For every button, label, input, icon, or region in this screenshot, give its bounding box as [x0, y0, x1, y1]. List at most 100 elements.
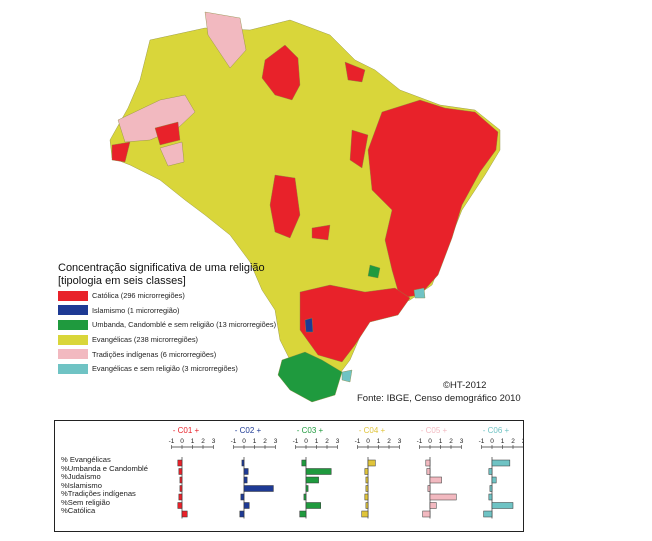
legend-swatch: [58, 363, 88, 374]
profile-bar: [488, 468, 493, 475]
profile-bar: [299, 510, 307, 518]
profile-bar: [429, 476, 442, 484]
map-credit: ©HT-2012: [443, 380, 487, 391]
tick-label: 0: [490, 438, 494, 445]
map-region-umbanda-east: [367, 264, 381, 279]
tick-label: -1: [169, 438, 175, 445]
profile-bar: [361, 510, 369, 518]
profile-bar: [305, 485, 309, 492]
profile-bar: [483, 510, 493, 518]
class-title: - C04 +: [359, 426, 386, 435]
map-region-tradicoes-west: [117, 94, 196, 143]
profile-bar: [429, 502, 437, 509]
legend-label: Tradições indígenas (6 microrregiões): [92, 349, 217, 359]
map-region-tradicoes-north: [204, 11, 247, 69]
map-legend: Concentração significativa de uma religi…: [58, 262, 358, 376]
profile-bar: [364, 468, 369, 475]
profile-bar: [240, 493, 245, 501]
profile-bar: [179, 485, 183, 492]
row-label: %Sem religião: [61, 497, 110, 507]
tick-label: 1: [377, 438, 381, 445]
legend-item-umbanda: Umbanda, Candomblé e sem religião (13 mi…: [58, 318, 358, 332]
map-region-islamismo: [304, 317, 314, 333]
profile-bar: [239, 510, 245, 518]
profile-bar: [301, 459, 307, 467]
tick-label: -1: [355, 438, 361, 445]
profile-bar: [178, 493, 183, 501]
tick-label: 3: [522, 438, 523, 445]
map-region-catolica-west: [154, 121, 181, 146]
profile-bar: [243, 476, 248, 484]
profile-bar: [491, 459, 511, 467]
profile-bar: [491, 476, 497, 484]
tick-label: -1: [479, 438, 485, 445]
map-region-catolica-northeast: [367, 99, 499, 299]
legend-label: Evangélicas e sem religião (3 microrregi…: [92, 364, 238, 374]
profile-bar: [367, 459, 376, 467]
tick-label: 3: [460, 438, 464, 445]
legend-item-tradicoes: Tradições indígenas (6 microrregiões): [58, 347, 358, 361]
legend-swatch: [58, 290, 88, 301]
map-region-catolica-acre: [111, 141, 131, 163]
legend-title-line1: Concentração significativa de uma religi…: [58, 262, 265, 274]
tick-label: 0: [366, 438, 370, 445]
tick-label: -1: [293, 438, 299, 445]
profile-bar: [243, 502, 250, 509]
map-region-catolica-north2: [344, 61, 366, 83]
tick-label: 3: [274, 438, 278, 445]
class-title: - C02 +: [235, 426, 262, 435]
legend-item-evangelicas: Evangélicas (238 microrregiões): [58, 333, 358, 347]
tick-label: 1: [501, 438, 505, 445]
tick-label: -1: [231, 438, 237, 445]
row-label: % Evangélicas: [61, 455, 111, 464]
legend-item-catolica: Católica (296 microrregiões): [58, 289, 358, 303]
tick-label: 1: [439, 438, 443, 445]
profile-bar: [177, 459, 183, 467]
map-region-umbanda-south: [277, 351, 343, 403]
class-title: - C05 +: [421, 426, 448, 435]
class-title: - C06 +: [483, 426, 510, 435]
tick-label: 0: [304, 438, 308, 445]
legend-item-islamismo: Islamismo (1 microrregião): [58, 304, 358, 318]
profile-bar: [426, 468, 431, 475]
tick-label: 3: [212, 438, 216, 445]
brazil-map: [109, 11, 501, 403]
profile-bar: [365, 476, 369, 484]
profile-bar: [305, 476, 319, 484]
map-region-catolica-amapa: [261, 44, 301, 101]
legend-swatch: [58, 334, 88, 345]
legend-swatch: [58, 319, 88, 330]
tick-label: 3: [336, 438, 340, 445]
profile-bar: [422, 510, 431, 518]
map-region-catolica-center3: [349, 129, 369, 169]
profile-bar: [241, 459, 245, 467]
tick-label: 1: [315, 438, 319, 445]
map-region-tradicoes-west2: [159, 141, 185, 167]
tick-label: 2: [201, 438, 205, 445]
class-title: - C01 +: [173, 426, 200, 435]
legend-title-line2: [tipologia em seis classes]: [58, 275, 186, 287]
profile-bar: [429, 493, 457, 501]
legend-label: Evangélicas (238 microrregiões): [92, 335, 198, 345]
row-label: %Umbanda e Candomblé: [61, 463, 148, 473]
tick-label: 2: [263, 438, 267, 445]
tick-label: 2: [511, 438, 515, 445]
map-region-evang-sem-2: [341, 369, 353, 383]
profile-bar: [181, 510, 188, 518]
tick-label: 0: [242, 438, 246, 445]
profile-bar: [178, 468, 183, 475]
tick-label: 0: [428, 438, 432, 445]
profile-bar: [365, 502, 369, 509]
tick-label: 3: [398, 438, 402, 445]
row-label: %Católica: [61, 506, 96, 515]
profile-charts: - C01 +-1 0 1 2 3- C02 +-1 0 1 2 3- C03 +-1 0 1 2 3-…: [169, 426, 523, 519]
tick-label: 0: [180, 438, 184, 445]
profile-bar: [488, 493, 493, 501]
legend-item-evang-sem: Evangélicas e sem religião (3 microrregi…: [58, 362, 358, 376]
profile-bar: [489, 485, 493, 492]
map-region-evang-sem-1: [413, 287, 426, 299]
map-region-catolica-south: [299, 284, 411, 363]
profile-bar: [491, 502, 514, 509]
class-title: - C03 +: [297, 426, 324, 435]
map-region-catolica-center2: [311, 224, 331, 241]
